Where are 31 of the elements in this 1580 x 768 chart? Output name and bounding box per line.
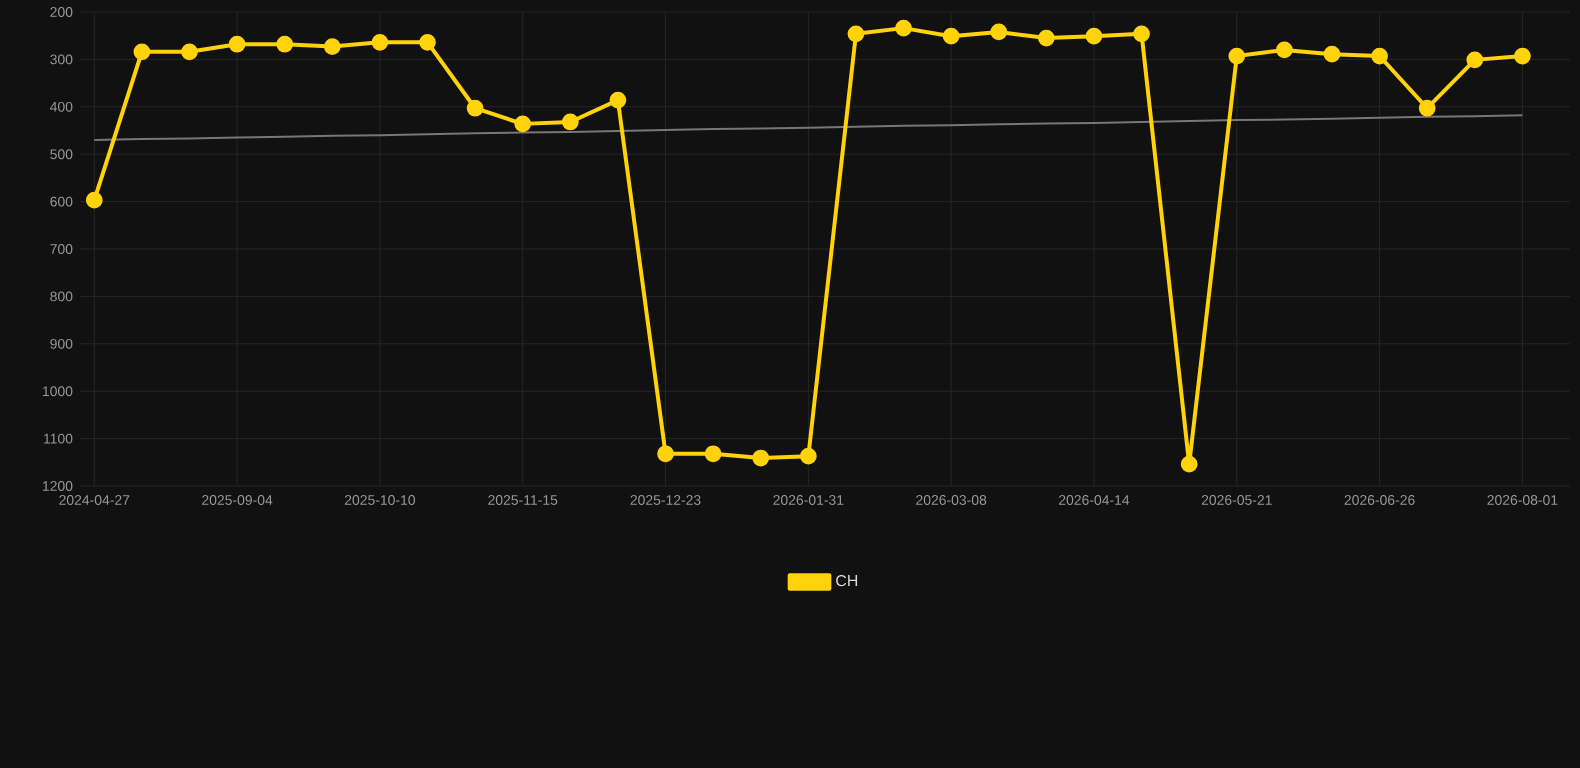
point bbox=[752, 449, 770, 467]
point bbox=[942, 27, 960, 45]
point bbox=[1466, 51, 1484, 69]
point bbox=[1085, 27, 1103, 45]
point bbox=[609, 91, 627, 109]
point bbox=[990, 23, 1008, 41]
point bbox=[133, 43, 151, 61]
point bbox=[895, 19, 912, 37]
point bbox=[704, 445, 722, 463]
point bbox=[847, 25, 865, 43]
point bbox=[323, 38, 341, 55]
point bbox=[514, 115, 532, 133]
point bbox=[657, 445, 674, 463]
point bbox=[466, 99, 484, 117]
point bbox=[276, 35, 294, 53]
point bbox=[799, 447, 817, 465]
point bbox=[1514, 47, 1531, 65]
point bbox=[1133, 25, 1150, 43]
point bbox=[181, 43, 198, 61]
point bbox=[1037, 29, 1055, 47]
point bbox=[228, 35, 246, 53]
point bbox=[1276, 41, 1293, 59]
point bbox=[561, 113, 579, 131]
point bbox=[1371, 47, 1388, 65]
point bbox=[1180, 455, 1198, 473]
point bbox=[1418, 99, 1436, 117]
point bbox=[1228, 47, 1246, 65]
point bbox=[1323, 45, 1341, 63]
point bbox=[85, 191, 103, 209]
point bbox=[371, 33, 389, 51]
point bbox=[419, 33, 436, 51]
